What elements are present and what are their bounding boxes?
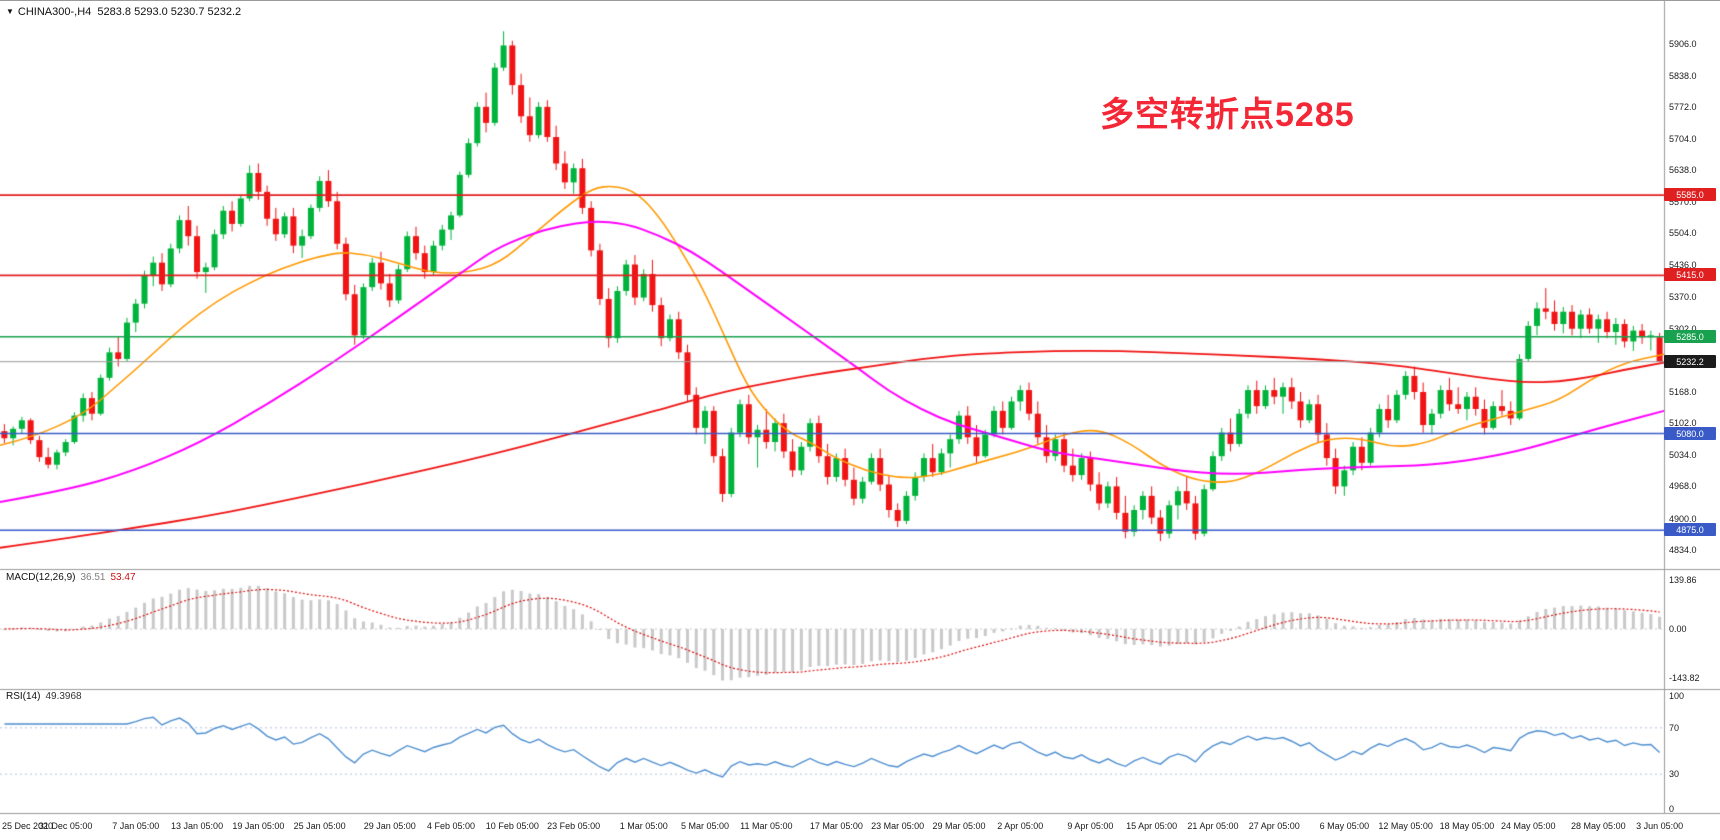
date-tick: 23 Feb 05:00 (547, 821, 601, 831)
price-tick: 5034.0 (1669, 450, 1697, 461)
time-axis[interactable]: 25 Dec 2020 31 Dec 05:00 7 Jan 05:00 13 Jan… (0, 813, 1720, 840)
price-tick: 5638.0 (1669, 165, 1697, 176)
rsi-axis-label: 100 (1669, 691, 1685, 701)
rsi-axis-label: 0 (1669, 804, 1675, 814)
rsi-axis-label: 30 (1669, 769, 1680, 780)
macd-axis-label: -143.82 (1669, 673, 1700, 683)
date-tick: 3 Jun 05:00 (1636, 821, 1684, 831)
date-tick: 9 Apr 05:00 (1067, 821, 1114, 831)
date-tick: 4 Feb 05:00 (427, 821, 476, 831)
price-tick: 5704.0 (1669, 133, 1697, 144)
date-tick: 25 Jan 05:00 (293, 821, 346, 831)
macd-value-signal: 53.47 (110, 572, 136, 583)
rsi-title: RSI(14) (6, 691, 41, 702)
price-line-tag: 5285.0 (1664, 329, 1716, 343)
date-tick: 19 Jan 05:00 (232, 821, 285, 831)
date-tick: 27 Apr 05:00 (1248, 821, 1300, 831)
price-tick: 4968.0 (1669, 481, 1697, 492)
macd-title: MACD(12,26,9) (6, 572, 76, 583)
price-tick: 5772.0 (1669, 101, 1697, 112)
date-tick: 15 Apr 05:00 (1126, 821, 1178, 831)
date-tick: 31 Dec 05:00 (38, 821, 93, 831)
price-tick: 5102.0 (1669, 418, 1697, 429)
price-tick: 4834.0 (1669, 544, 1697, 555)
ohlc-values: 5283.8 5293.0 5230.7 5232.2 (97, 6, 242, 18)
price-axis[interactable]: 5906.0 5838.0 5772.0 5704.0 5638.0 5570.0 5504… (1664, 1, 1720, 814)
date-tick: 13 Jan 05:00 (171, 821, 224, 831)
macd-value-main: 36.51 (80, 572, 106, 583)
price-line-tag: 5415.0 (1664, 268, 1716, 282)
date-tick: 12 May 05:00 (1378, 821, 1433, 831)
date-tick: 23 Mar 05:00 (871, 821, 925, 831)
date-tick: 24 May 05:00 (1500, 821, 1556, 831)
macd-axis-label: 0.00 (1669, 624, 1687, 634)
price-tick: 5906.0 (1669, 38, 1697, 49)
date-tick: 1 Mar 05:00 (619, 821, 668, 831)
date-tick: 18 May 05:00 (1439, 821, 1495, 831)
price-tick: 5504.0 (1669, 228, 1697, 239)
collapse-icon[interactable]: ▼ (6, 7, 14, 16)
price-line-tag: 5585.0 (1664, 188, 1716, 202)
current-price-tag: 5232.2 (1664, 354, 1716, 368)
price-line-tag: 5080.0 (1664, 426, 1716, 440)
price-tick: 5570.0 (1669, 197, 1697, 208)
price-tick: 5436.0 (1669, 260, 1697, 271)
date-tick: 2 Apr 05:00 (997, 821, 1044, 831)
price-line-tag: 4875.0 (1664, 523, 1716, 537)
price-tick: 5370.0 (1669, 291, 1697, 302)
macd-axis-label: 139.86 (1669, 575, 1697, 585)
date-tick: 21 Apr 05:00 (1187, 821, 1239, 831)
date-tick: 25 Dec 2020 (2, 821, 54, 831)
rsi-indicator-label: RSI(14) 49.3968 (6, 691, 82, 702)
symbol-label: CHINA300-,H4 (17, 6, 92, 18)
rsi-axis-label: 70 (1669, 722, 1680, 733)
date-tick: 11 Mar 05:00 (740, 821, 793, 831)
annotation-text[interactable]: 多空转折点5285 (1100, 96, 1355, 134)
date-tick: 7 Jan 05:00 (112, 821, 160, 831)
price-tick: 5838.0 (1669, 70, 1697, 81)
date-tick: 28 May 05:00 (1571, 821, 1626, 831)
date-tick: 10 Feb 05:00 (485, 821, 539, 831)
date-tick: 29 Jan 05:00 (363, 821, 416, 831)
date-tick: 5 Mar 05:00 (680, 821, 730, 831)
date-tick: 17 Mar 05:00 (809, 821, 863, 831)
date-tick: 6 May 05:00 (1319, 821, 1370, 831)
price-tick: 5302.0 (1669, 323, 1697, 334)
price-tick: 5168.0 (1669, 386, 1697, 397)
rsi-value: 49.3968 (45, 691, 82, 702)
price-tick: 4900.0 (1669, 513, 1697, 524)
macd-indicator-label: MACD(12,26,9) 36.51 53.47 (6, 572, 136, 583)
symbol-info: ▼ CHINA300-,H4 5283.8 5293.0 5230.7 5232.… (6, 6, 241, 18)
date-tick: 29 Mar 05:00 (932, 821, 986, 831)
